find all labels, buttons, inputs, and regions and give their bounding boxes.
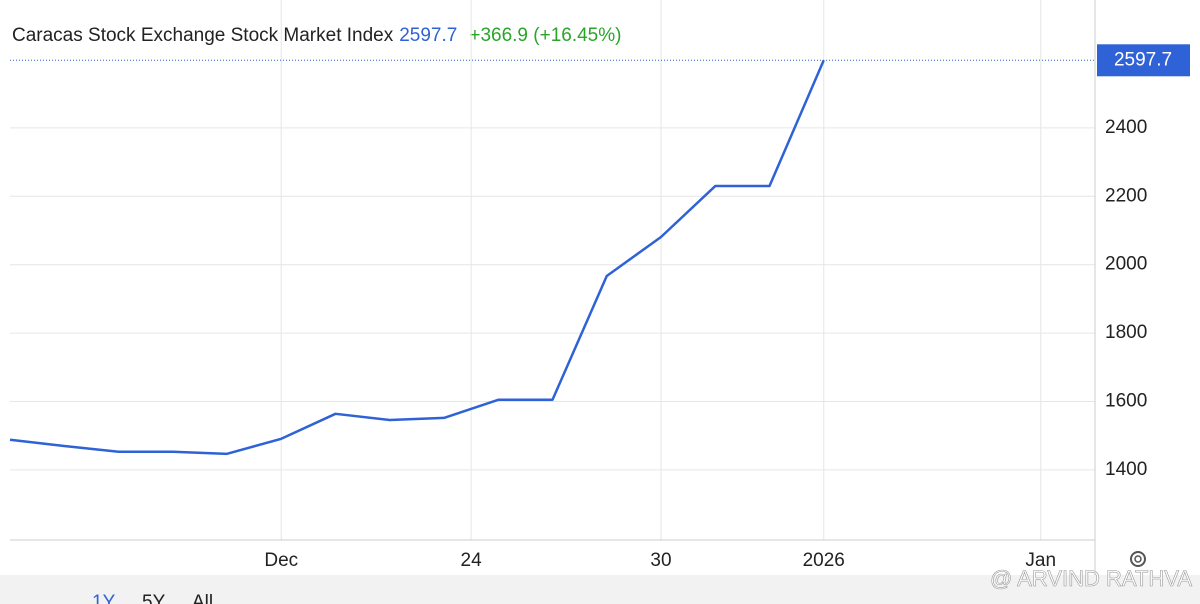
y-tick-label: 1800 — [1105, 322, 1147, 343]
chart-title: Caracas Stock Exchange Stock Market Inde… — [12, 25, 394, 46]
y-tick-label: 1400 — [1105, 459, 1147, 480]
y-tick-label: 2200 — [1105, 185, 1147, 206]
watermark: @ ARVIND RATHVA — [990, 566, 1192, 591]
toolbar — [0, 575, 1200, 604]
range-button[interactable]: 1Y — [92, 592, 116, 604]
last-price-label: 2597.7 — [1114, 49, 1172, 70]
y-tick-label: 1600 — [1105, 391, 1147, 412]
settings-icon[interactable] — [1130, 551, 1146, 567]
header-change: +366.9 (+16.45%) — [469, 25, 621, 46]
header-price: 2597.7 — [399, 25, 457, 46]
x-tick-label: 24 — [461, 550, 483, 571]
x-tick-label: Jan — [1025, 550, 1056, 571]
range-button[interactable]: All — [192, 592, 213, 604]
y-tick-label: 2000 — [1105, 254, 1147, 275]
x-tick-label: 2026 — [803, 550, 845, 571]
x-tick-label: Dec — [264, 550, 298, 571]
line — [9, 59, 825, 456]
x-tick-label: 30 — [650, 550, 671, 571]
y-tick-label: 2400 — [1105, 117, 1147, 138]
range-button[interactable]: 5Y — [142, 592, 166, 604]
last-price-badge — [1097, 44, 1190, 77]
